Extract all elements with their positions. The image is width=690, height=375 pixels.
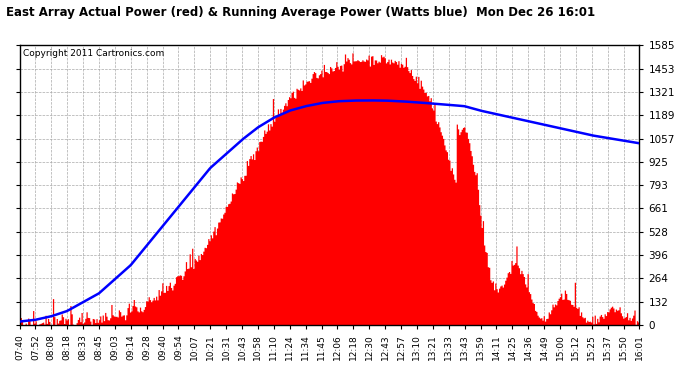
Text: East Array Actual Power (red) & Running Average Power (Watts blue)  Mon Dec 26 1: East Array Actual Power (red) & Running … [6,6,595,19]
Text: Copyright 2011 Cartronics.com: Copyright 2011 Cartronics.com [23,50,164,58]
